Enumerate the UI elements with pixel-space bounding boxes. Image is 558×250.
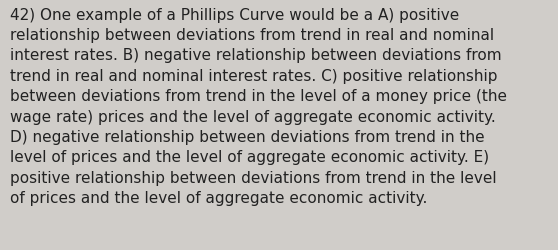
Text: 42) One example of a Phillips Curve would be a A) positive
relationship between : 42) One example of a Phillips Curve woul… [10, 8, 507, 205]
